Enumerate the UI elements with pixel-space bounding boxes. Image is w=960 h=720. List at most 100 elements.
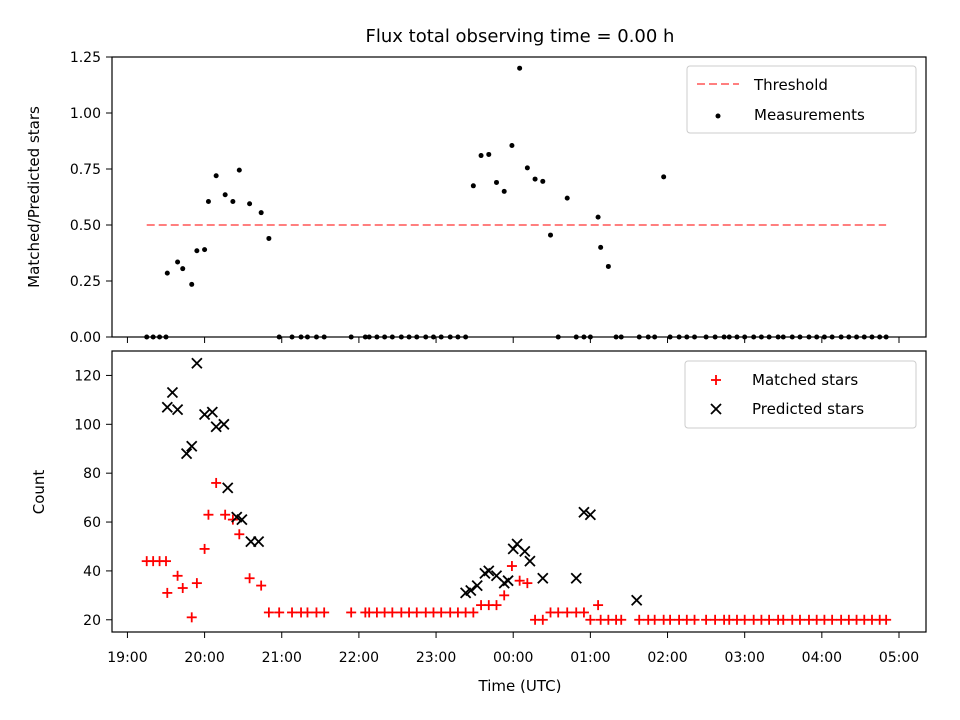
measurement-point (247, 201, 253, 207)
matched-point (387, 607, 398, 618)
measurement-point (406, 334, 412, 340)
matched-point (199, 543, 210, 554)
x-tick-label: 02:00 (647, 650, 687, 666)
measurement-point (618, 334, 624, 340)
measurement-point (414, 334, 420, 340)
x-tick-label: 03:00 (725, 650, 765, 666)
matched-point (256, 580, 267, 591)
matched-point (491, 600, 502, 611)
predicted-point (222, 482, 234, 494)
legend-measurements-label: Measurements (754, 106, 865, 124)
matched-point (649, 614, 660, 625)
matched-point (522, 578, 533, 589)
matched-point (827, 614, 838, 625)
predicted-point (236, 513, 248, 526)
chart-title: Flux total observing time = 0.00 h (366, 26, 675, 47)
matched-point (794, 614, 805, 625)
y-tick-label: 0.75 (70, 162, 101, 178)
y-tick-label: 40 (83, 564, 101, 580)
measurement-point (509, 142, 515, 148)
measurement-point (258, 210, 264, 216)
measurement-point (775, 334, 781, 340)
predicted-point (180, 447, 193, 460)
measurement-point (430, 334, 436, 340)
measurement-point (524, 165, 530, 171)
predicted-point (171, 404, 184, 416)
measurement-point (613, 334, 619, 340)
measurement-point (595, 214, 601, 220)
matched-point (411, 607, 422, 618)
measurement-point (382, 334, 388, 340)
x-tick-label: 21:00 (262, 650, 302, 666)
bottom-x-axis-label: Time (UTC) (478, 677, 562, 695)
matched-point (346, 607, 357, 618)
matched-point (211, 477, 222, 488)
measurement-point (438, 334, 444, 340)
measurement-point (463, 334, 469, 340)
y-tick-label: 120 (74, 368, 101, 384)
predicted-point (191, 357, 203, 369)
matched-point (468, 607, 479, 618)
measurement-point (861, 334, 867, 340)
predicted-point (483, 565, 495, 577)
matched-point (319, 607, 330, 618)
predicted-point (519, 545, 531, 558)
measurement-point (398, 334, 404, 340)
matched-point (499, 590, 510, 601)
matched-point (578, 607, 589, 618)
predicted-point (198, 408, 211, 421)
matched-point (562, 607, 573, 618)
matched-point (689, 614, 700, 625)
predicted-point (502, 575, 514, 587)
matched-point (616, 614, 627, 625)
bottom-y-axis: 20 40 60 80 100 120 (74, 368, 112, 629)
y-tick-label: 20 (83, 613, 101, 629)
measurement-point (180, 266, 186, 272)
measurement-point (362, 334, 368, 340)
x-tick-label: 23:00 (416, 650, 456, 666)
predicted-point (210, 421, 222, 433)
matched-point (593, 600, 604, 611)
matched-point (514, 575, 525, 586)
bottom-plot-frame (111, 350, 927, 633)
x-tick-label: 05:00 (879, 650, 919, 666)
bottom-legend: Matched stars Predicted stars (684, 360, 917, 429)
measurement-point (838, 334, 844, 340)
measurement-point (555, 334, 561, 340)
matched-point (537, 614, 548, 625)
predicted-point (471, 579, 483, 592)
y-tick-label: 0.25 (70, 274, 101, 290)
predicted-point (166, 386, 179, 399)
measurement-point (684, 334, 690, 340)
y-tick-label: 0.50 (70, 218, 101, 234)
measurement-point (213, 173, 219, 179)
predicted-point (218, 418, 230, 430)
measurement-point (854, 334, 860, 340)
measurement-point (806, 334, 812, 340)
measurement-point (321, 334, 327, 340)
measurement-point (501, 188, 507, 194)
measurement-point (636, 334, 642, 340)
measurement-point (157, 334, 163, 340)
legend-predicted-label: Predicted stars (752, 400, 864, 418)
measurement-point (532, 176, 538, 182)
measurement-point (276, 334, 282, 340)
bottom-y-axis-label: Count (30, 470, 48, 515)
measurement-point (202, 247, 208, 253)
bottom-x-axis: 19:00 20:00 21:00 22:00 23:00 00:00 01:00 02:00… (107, 632, 919, 666)
measurement-point (726, 334, 732, 340)
legend-threshold-label: Threshold (753, 76, 828, 94)
measurement-point (486, 151, 492, 157)
matched-point (161, 556, 172, 567)
measurement-point (389, 334, 395, 340)
measurement-point (205, 198, 211, 204)
predicted-point (465, 584, 477, 597)
measurement-point (194, 248, 200, 254)
measurement-point (734, 334, 740, 340)
measurement-point (814, 334, 820, 340)
predicted-point (570, 572, 582, 584)
matched-point (778, 614, 789, 625)
predicted-point (206, 406, 218, 418)
measurement-point (676, 334, 682, 340)
matched-point (172, 570, 183, 581)
